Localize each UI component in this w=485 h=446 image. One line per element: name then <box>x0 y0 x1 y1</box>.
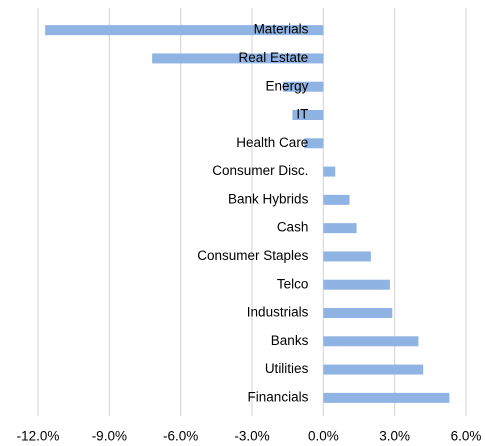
y-tick-label: Materials <box>254 22 309 37</box>
y-tick-label: IT <box>296 107 308 122</box>
y-tick-label: Cash <box>277 220 309 235</box>
y-tick-label: Bank Hybrids <box>228 191 309 206</box>
bar <box>45 25 324 36</box>
bar <box>282 81 324 92</box>
y-tick-label: Real Estate <box>239 50 309 65</box>
bar <box>323 336 419 347</box>
bar <box>304 138 324 149</box>
bar <box>323 166 336 177</box>
x-tick-label: -12.0% <box>17 429 60 444</box>
x-tick-label: 0.0% <box>308 429 339 444</box>
x-tick-label: 3.0% <box>379 429 410 444</box>
bar <box>152 53 324 64</box>
bar <box>323 251 371 262</box>
bar <box>323 279 390 290</box>
x-tick-label: -9.0% <box>92 429 127 444</box>
y-tick-label: Consumer Disc. <box>212 163 308 178</box>
x-tick-label: -3.0% <box>234 429 269 444</box>
bar <box>323 223 357 234</box>
x-tick-label: -6.0% <box>163 429 198 444</box>
bar <box>323 364 424 375</box>
bar <box>323 194 350 205</box>
y-tick-label: Telco <box>277 276 309 291</box>
y-tick-label: Financials <box>248 389 309 404</box>
bar <box>323 392 450 403</box>
y-tick-label: Health Care <box>236 135 308 150</box>
y-tick-label: Utilities <box>265 361 309 376</box>
bar <box>292 110 324 120</box>
y-tick-label: Energy <box>266 78 309 93</box>
y-tick-label: Banks <box>271 333 309 348</box>
y-tick-label: Consumer Staples <box>197 248 308 263</box>
y-tick-label: Industrials <box>247 305 309 320</box>
bar <box>323 308 393 318</box>
x-tick-label: 6.0% <box>451 429 482 444</box>
